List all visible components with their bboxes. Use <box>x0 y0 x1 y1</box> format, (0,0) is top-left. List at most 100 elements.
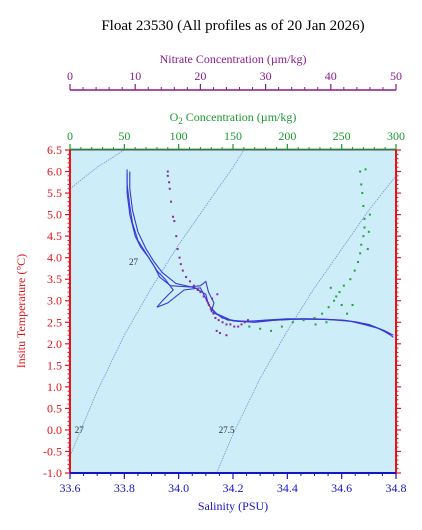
plot-area <box>70 150 396 473</box>
nitrate-point-36 <box>211 297 214 300</box>
temperature-tick-label: 0.0 <box>47 423 62 437</box>
temperature-tick-label: 2.0 <box>47 337 62 351</box>
oxygen-label-subscript: 2 <box>178 116 183 126</box>
salinity-axis: Salinity (PSU) 33.6 33.8 34.0 34.2 34.4 34.6 3… <box>60 472 407 513</box>
contour-label-0: 27 <box>129 257 139 267</box>
nitrate-point-12 <box>185 276 188 279</box>
nitrate-point-34 <box>225 334 228 337</box>
nitrate-point-32 <box>215 329 218 332</box>
nitrate-point-3 <box>168 187 171 190</box>
salinity-tick-label: 33.6 <box>60 481 81 495</box>
nitrate-point-7 <box>175 235 178 238</box>
density-contour-1 <box>69 149 245 456</box>
nitrate-point-0 <box>166 170 169 173</box>
nitrate-axis: Nitrate Concentration (µm/kg) 0 10 20 30 40 5… <box>67 52 402 91</box>
temperature-tick-label: 3.0 <box>47 294 62 308</box>
oxygen-point-14 <box>356 260 359 263</box>
nitrate-point-29 <box>240 323 243 326</box>
oxygen-label-symbol: O <box>170 110 179 124</box>
salinity-tick-label: 34.4 <box>277 481 298 495</box>
oxygen-point-19 <box>363 217 366 220</box>
nitrate-tick-label: 10 <box>129 69 141 83</box>
oxygen-point-4 <box>291 321 294 324</box>
nitrate-point-1 <box>166 174 169 177</box>
oxygen-point-12 <box>349 278 352 281</box>
nitrate-point-8 <box>176 248 179 251</box>
oxygen-tick-label: 150 <box>224 129 242 143</box>
nitrate-point-9 <box>178 256 181 259</box>
nitrate-point-4 <box>170 200 173 203</box>
temperature-tick-label: -0.5 <box>43 444 62 458</box>
nitrate-points <box>166 170 249 337</box>
salinity-tick-label: 33.8 <box>114 481 135 495</box>
nitrate-point-20 <box>209 308 212 311</box>
oxygen-label-text: Concentration (µm/kg) <box>183 110 297 124</box>
nitrate-tick-label: 0 <box>67 69 73 83</box>
nitrate-point-19 <box>207 304 210 307</box>
oxygen-point-20 <box>362 204 365 207</box>
oxygen-tick-label: 0 <box>67 129 73 143</box>
temperature-axis: Insitu Temperature (°C) -1.0 -0.5 0.0 0.5 1.… <box>14 143 401 480</box>
nitrate-point-14 <box>192 284 195 287</box>
nitrate-tick-label: 20 <box>194 69 206 83</box>
oxygen-point-32 <box>325 321 328 324</box>
oxygen-point-8 <box>327 306 330 309</box>
temperature-tick-label: 4.0 <box>47 251 62 265</box>
nitrate-point-26 <box>229 323 232 326</box>
oxygen-point-6 <box>313 316 316 319</box>
oxygen-point-0 <box>248 325 251 328</box>
oxygen-point-7 <box>321 312 324 315</box>
salinity-tick-label: 34.8 <box>386 481 407 495</box>
nitrate-point-21 <box>212 312 215 315</box>
salinity-tick-label: 34.0 <box>168 481 189 495</box>
nitrate-point-2 <box>168 181 171 184</box>
oxygen-point-21 <box>361 192 364 195</box>
oxygen-point-27 <box>366 248 369 251</box>
temperature-tick-label: 0.5 <box>47 401 62 415</box>
nitrate-point-37 <box>216 293 219 296</box>
oxygen-point-26 <box>367 230 370 233</box>
nitrate-point-15 <box>196 288 199 291</box>
nitrate-point-27 <box>233 325 236 328</box>
oxygen-axis: O2 Concentration (µm/kg) 0 50 100 150 200 250… <box>67 110 405 151</box>
oxygen-point-23 <box>359 170 362 173</box>
nitrate-point-5 <box>172 215 175 218</box>
salinity-profile-2 <box>126 173 391 336</box>
oxygen-tick-label: 250 <box>333 129 351 143</box>
temperature-tick-label: 6.0 <box>47 165 62 179</box>
oxygen-points <box>248 168 371 332</box>
oxygen-axis-label: O2 Concentration (µm/kg) <box>170 110 297 126</box>
nitrate-point-22 <box>214 316 217 319</box>
oxygen-point-30 <box>340 304 343 307</box>
temperature-tick-label: 3.5 <box>47 272 62 286</box>
temperature-tick-label: 5.0 <box>47 208 62 222</box>
oxygen-point-34 <box>351 304 354 307</box>
nitrate-point-33 <box>218 332 221 335</box>
nitrate-point-23 <box>217 319 220 322</box>
nitrate-point-31 <box>246 319 249 322</box>
temperature-tick-label: 2.5 <box>47 315 62 329</box>
nitrate-point-18 <box>205 299 208 302</box>
nitrate-axis-label: Nitrate Concentration (µm/kg) <box>160 52 307 66</box>
temperature-tick-label: 1.5 <box>47 358 62 372</box>
oxygen-point-17 <box>362 235 365 238</box>
oxygen-point-25 <box>368 213 371 216</box>
oxygen-point-3 <box>280 325 283 328</box>
oxygen-point-10 <box>338 291 341 294</box>
salinity-axis-label: Salinity (PSU) <box>198 499 268 513</box>
oxygen-tick-label: 300 <box>387 129 405 143</box>
oxygen-point-18 <box>363 226 366 229</box>
oxygen-point-33 <box>346 312 349 315</box>
nitrate-point-11 <box>181 269 184 272</box>
nitrate-point-13 <box>188 280 191 283</box>
oxygen-point-5 <box>302 319 305 322</box>
salinity-tick-label: 34.6 <box>331 481 352 495</box>
nitrate-tick-label: 50 <box>390 69 402 83</box>
temperature-tick-label: 1.0 <box>47 380 62 394</box>
nitrate-point-25 <box>225 323 228 326</box>
nitrate-tick-label: 40 <box>325 69 337 83</box>
temperature-axis-label: Insitu Temperature (°C) <box>14 254 28 368</box>
oxygen-point-16 <box>360 243 363 246</box>
